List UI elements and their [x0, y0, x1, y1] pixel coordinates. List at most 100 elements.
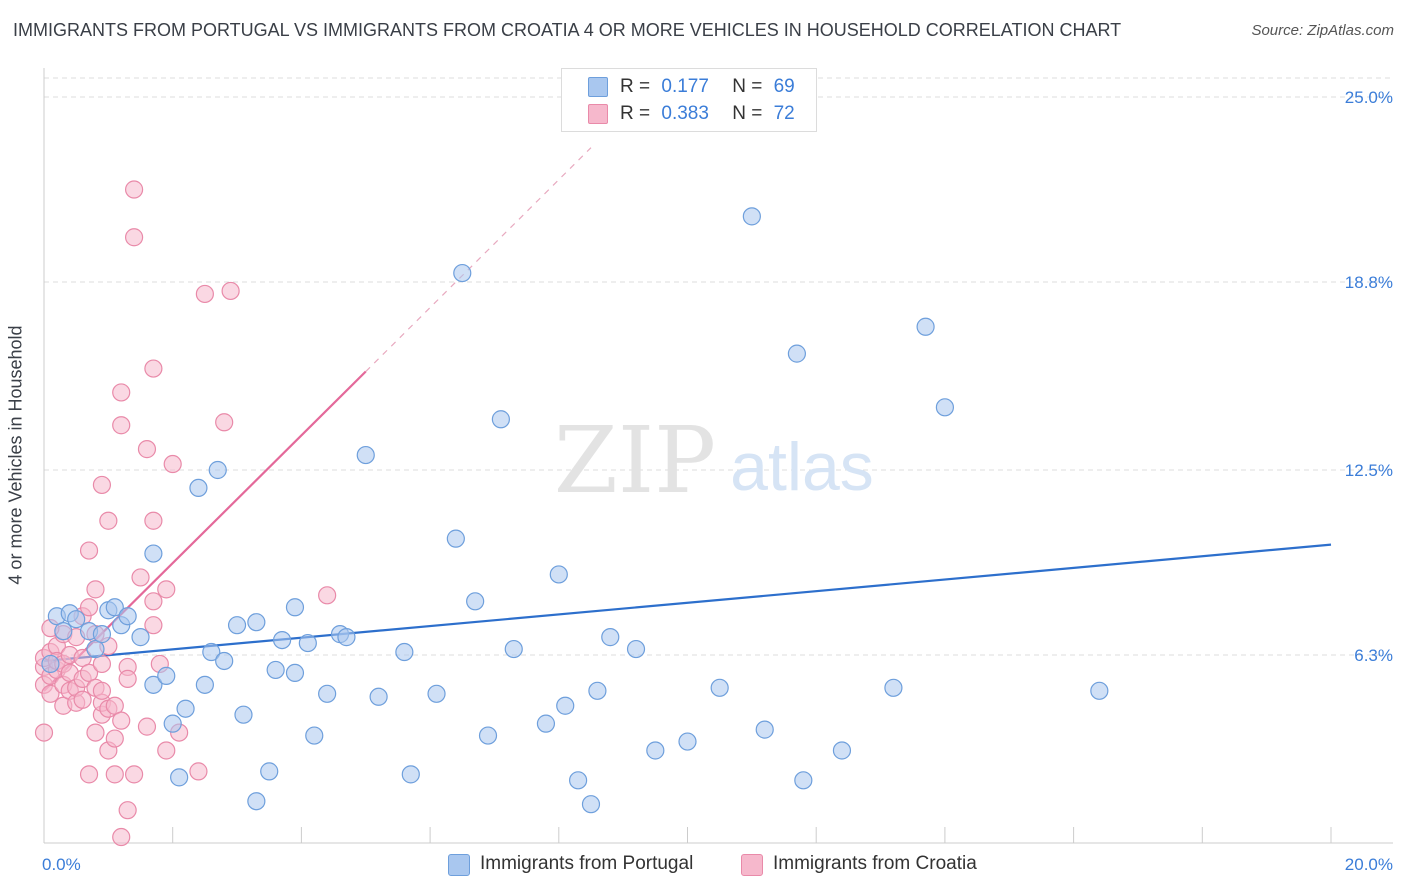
trend-line-croatia-extension [365, 147, 592, 372]
point-croatia [163, 454, 182, 474]
point-portugal [787, 344, 806, 363]
point-portugal [170, 768, 189, 787]
point-portugal [536, 714, 556, 733]
point-croatia [86, 723, 105, 742]
point-portugal [144, 675, 163, 694]
point-portugal [247, 792, 266, 811]
point-portugal [285, 663, 305, 683]
point-portugal [646, 741, 665, 760]
point-portugal [755, 720, 774, 739]
point-croatia [144, 616, 163, 635]
point-croatia [157, 741, 176, 760]
axes [43, 68, 1393, 844]
point-portugal [401, 765, 420, 784]
point-croatia [137, 717, 157, 736]
trend-line-portugal [43, 543, 1332, 663]
point-portugal [41, 654, 60, 674]
source-label: Source: ZipAtlas.com [1251, 22, 1394, 39]
point-portugal [247, 613, 266, 632]
series-croatia-points [34, 180, 337, 847]
grid-lines [44, 77, 1393, 656]
point-portugal [478, 726, 498, 745]
point-croatia [189, 762, 208, 781]
point-portugal [395, 642, 414, 662]
point-croatia [131, 568, 150, 587]
point-croatia [41, 684, 60, 703]
point-portugal [581, 795, 601, 814]
point-croatia [34, 723, 54, 742]
point-portugal [285, 598, 305, 617]
watermark-zip: ZIP [554, 407, 716, 514]
point-portugal [92, 625, 112, 644]
y-tick-labels: 6.3% 12.5% 18.8% 25.0% [1345, 88, 1393, 665]
point-croatia [86, 580, 105, 599]
point-croatia [118, 669, 137, 688]
point-portugal [446, 529, 465, 548]
point-portugal [234, 705, 253, 724]
y-axis-label: 4 or more Vehicles in Household [5, 325, 26, 585]
point-portugal [916, 317, 935, 336]
point-portugal [678, 732, 697, 751]
y-tick-label: 18.8% [1345, 273, 1393, 292]
series-portugal-points [41, 207, 1109, 814]
point-portugal [118, 607, 137, 626]
x-tick-label: 20.0% [1345, 855, 1393, 874]
point-portugal [54, 622, 73, 641]
point-croatia [112, 711, 131, 730]
point-portugal [67, 610, 86, 629]
legend-n-value: 69 [773, 76, 795, 97]
point-portugal [569, 771, 588, 790]
point-croatia [92, 681, 112, 700]
point-croatia [144, 592, 163, 611]
point-portugal [832, 741, 852, 760]
point-portugal [504, 639, 523, 659]
correlation-legend: R = 0.177 N = 69 R = 0.383 N = 72 [561, 68, 817, 132]
point-portugal [588, 681, 607, 700]
point-portugal [163, 714, 182, 733]
legend-r-label: R = [620, 103, 651, 124]
point-croatia [144, 359, 163, 378]
y-tick-label: 6.3% [1354, 646, 1393, 665]
point-croatia [318, 586, 337, 605]
watermark: ZIP atlas [554, 407, 874, 514]
legend-n-label: N = [732, 103, 763, 124]
point-croatia [99, 511, 118, 530]
legend-n-value: 72 [773, 103, 795, 124]
point-portugal [337, 628, 356, 647]
x-tick-label: 0.0% [42, 855, 81, 874]
point-portugal [794, 771, 813, 790]
legend-swatch-croatia [741, 854, 763, 876]
point-croatia [221, 281, 240, 301]
point-croatia [118, 801, 137, 820]
point-portugal [195, 675, 214, 694]
point-portugal [215, 651, 234, 671]
legend-label-croatia: Immigrants from Croatia [773, 853, 977, 874]
point-croatia [105, 729, 124, 748]
legend-r-value: 0.383 [661, 103, 709, 124]
point-portugal [298, 633, 317, 653]
point-portugal [556, 696, 575, 715]
point-croatia [112, 827, 131, 847]
point-croatia [112, 416, 131, 435]
watermark-atlas: atlas [730, 429, 874, 505]
x-tick-labels: 0.0% 20.0% [42, 855, 1393, 874]
point-croatia [215, 413, 234, 432]
legend-swatch-portugal [448, 854, 470, 876]
point-croatia [73, 690, 92, 709]
point-portugal [144, 544, 163, 563]
point-portugal [935, 398, 955, 417]
point-croatia [124, 228, 144, 247]
point-portugal [272, 630, 292, 650]
y-tick-label: 25.0% [1345, 88, 1393, 107]
point-portugal [884, 678, 903, 697]
point-portugal [466, 592, 485, 611]
point-portugal [710, 678, 729, 697]
point-portugal [131, 628, 150, 647]
point-portugal [157, 666, 176, 685]
point-portugal [266, 660, 285, 680]
point-portugal [742, 207, 761, 226]
point-portugal [427, 684, 446, 703]
point-portugal [260, 762, 279, 781]
point-portugal [549, 565, 568, 584]
